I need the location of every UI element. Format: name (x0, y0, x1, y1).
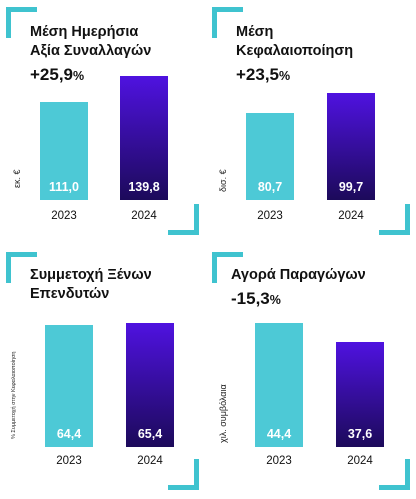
y-axis-unit: εκ. € (12, 169, 22, 188)
x-tick-label-2024: 2024 (338, 210, 364, 222)
bar-value-label: 64,4 (56, 427, 82, 441)
chart-title: Μέση Ημερήσια Αξία Συναλλαγών (30, 24, 152, 59)
bar-value-label: 80,7 (257, 180, 283, 194)
bar-2024: 99,7 (327, 93, 375, 200)
bar-2023: 111,0 (40, 102, 88, 200)
change-value: -15,3% (231, 289, 281, 309)
corner-accent-top-left (6, 7, 37, 38)
bar-value-label: 99,7 (338, 180, 364, 194)
chart-title: Μέση Κεφαλαιοποίηση (236, 24, 354, 59)
y-axis-unit: δισ. € (218, 169, 228, 192)
bar-2024: 37,6 (336, 342, 384, 447)
change-unit: % (269, 293, 281, 307)
y-axis-unit: % Συμμετοχή στην Κεφαλαιοποίηση (11, 351, 17, 439)
bar-2023: 44,4 (255, 323, 303, 447)
corner-accent-bottom-right (379, 204, 410, 235)
chart-card-derivatives: Αγορά Παραγώγων -15,3% χιλ. συμβόλαια 44… (212, 252, 410, 490)
corner-accent-top-left (212, 252, 243, 283)
change-value: +25,9% (30, 65, 84, 85)
bar-2024: 65,4 (126, 323, 174, 447)
corner-accent-top-left (212, 7, 243, 38)
change-value: +23,5% (236, 65, 290, 85)
change-unit: % (73, 69, 85, 83)
change-number: -15,3 (231, 289, 270, 308)
x-tick-label-2024: 2024 (347, 455, 373, 467)
corner-accent-bottom-right (168, 459, 199, 490)
corner-accent-bottom-right (379, 459, 410, 490)
corner-accent-bottom-right (168, 204, 199, 235)
y-axis-unit: χιλ. συμβόλαια (218, 384, 228, 443)
change-unit: % (279, 69, 291, 83)
bar-value-label: 65,4 (137, 427, 163, 441)
change-number: +25,9 (30, 65, 74, 84)
chart-title: Συμμετοχή Ξένων Επενδυτών (30, 267, 152, 302)
corner-accent-top-left (6, 252, 37, 283)
bar-2023: 80,7 (246, 113, 294, 200)
bar-value-label: 44,4 (266, 427, 292, 441)
bar-2024: 139,8 (120, 76, 168, 200)
change-number: +23,5 (236, 65, 280, 84)
chart-card-market-cap: Μέση Κεφαλαιοποίηση +23,5% δισ. € 80,7 9… (212, 7, 410, 235)
bar-value-label: 111,0 (49, 180, 79, 194)
bar-2023: 64,4 (45, 325, 93, 447)
bar-value-label: 139,8 (128, 180, 160, 194)
chart-title: Αγορά Παραγώγων (231, 267, 366, 283)
chart-card-foreign-investors: Συμμετοχή Ξένων Επενδυτών % Συμμετοχή στ… (6, 252, 199, 490)
x-tick-label-2024: 2024 (137, 455, 163, 467)
x-tick-label-2023: 2023 (51, 210, 77, 222)
bar-value-label: 37,6 (347, 427, 373, 441)
x-tick-label-2023: 2023 (56, 455, 82, 467)
x-tick-label-2023: 2023 (257, 210, 283, 222)
chart-card-daily-value: Μέση Ημερήσια Αξία Συναλλαγών +25,9% εκ.… (6, 7, 199, 235)
x-tick-label-2023: 2023 (266, 455, 292, 467)
x-tick-label-2024: 2024 (131, 210, 157, 222)
